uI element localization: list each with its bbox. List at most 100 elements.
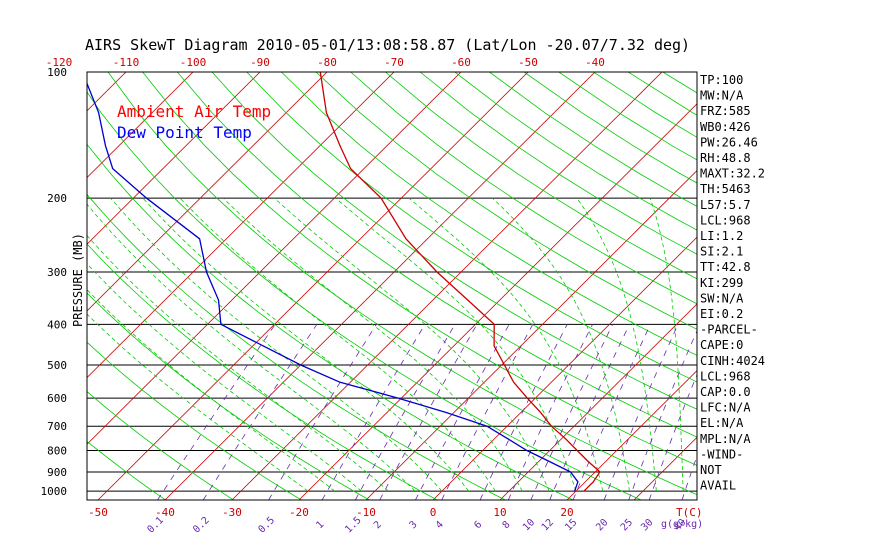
top-temp-tick-label: -100 [180,56,207,69]
pressure-tick-label: 500 [47,359,67,372]
mixing-ratio-tick-label: 0.5 [257,515,278,536]
index-label: -PARCEL- [700,323,758,337]
mixing-ratio-tick-label: 30 [639,517,655,533]
isotherm-line [566,370,697,500]
isotherm-line [164,72,596,500]
isotherm-line [87,72,328,312]
moist-adiabat-line [335,197,577,492]
dry-adiabat-line [385,72,697,280]
mixing-ratio-tick-label: 25 [619,517,635,533]
pressure-tick-label: 100 [47,66,67,79]
moist-adiabat-line [222,197,523,492]
mixing-ratio-tick-label: 20 [594,517,610,533]
index-label: TP:100 [700,73,743,87]
index-label: LCL:968 [700,213,751,227]
dry-adiabat-line [87,440,166,500]
index-label: KI:299 [700,276,743,290]
dry-adiabat-line [419,72,697,255]
mixing-ratio-tick-label: 6 [472,519,484,531]
pressure-tick-label: 700 [47,420,67,433]
top-temp-tick-label: -40 [585,56,605,69]
pressure-tick-label: 600 [47,392,67,405]
dry-adiabat-line [176,72,697,438]
mixing-ratio-line [479,324,568,500]
chart-title: AIRS SkewT Diagram 2010-05-01/13:08:58.8… [85,36,690,54]
bottom-temp-tick-label: 0 [430,506,437,519]
index-label: -WIND- [700,447,743,461]
dry-adiabat-line [142,72,697,466]
index-label: EI:0.2 [700,307,743,321]
pressure-tick-label: 400 [47,318,67,331]
mixing-ratio-tick-label: 3 [408,519,420,531]
dry-adiabat-line [281,72,697,356]
moist-adiabat-line [87,289,335,492]
pressure-tick-label: 1000 [41,485,68,498]
top-temp-tick-label: -50 [518,56,538,69]
moist-adiabat-line [110,197,443,492]
dry-adiabat-line [315,72,697,330]
moist-adiabat-line [87,234,389,492]
dry-adiabat-line [350,72,697,305]
bottom-unit-label: T(C) [676,506,703,519]
isotherm-line [87,72,194,179]
dry-adiabat-line [87,341,302,500]
top-temp-tick-label: -110 [113,56,140,69]
bottom-temp-tick-label: 10 [493,506,506,519]
mixing-ratio-tick-label: 2 [372,519,384,531]
top-temp-tick-label: -90 [250,56,270,69]
moist-adiabat-line [179,197,496,492]
isotherm-line [499,303,697,500]
mixing-ratio-tick-label: 10 [521,517,537,533]
mixing-ratio-line [321,324,426,500]
index-label: L57:5.7 [700,198,751,212]
mixing-ratio-tick-label: 12 [540,517,556,533]
plot-frame [86,71,698,501]
bottom-temp-tick-label: -10 [356,506,376,519]
mixing-ratio-line [157,324,276,500]
index-label: MW:N/A [700,89,744,103]
mixing-ratio-line [354,324,456,500]
isotherm-line [835,72,870,500]
moist-adiabat-line [87,313,309,492]
moist-adiabat-line [649,198,684,492]
index-label: RH:48.8 [700,151,751,165]
dry-adiabat-line [107,72,697,496]
index-label: MAXT:32.2 [700,167,765,181]
mixing-ratio-tick-label: 1 [314,519,326,531]
index-label: FRZ:585 [700,104,751,118]
mixing-ratio-line [379,324,478,500]
isotherm-line [87,72,462,445]
mixing-ratio-tick-label: 4 [434,519,446,531]
dry-adiabat-line [489,72,697,207]
isotherm-line [432,236,697,500]
moist-adiabat-line [142,197,470,492]
bottom-temp-tick-label: -50 [88,506,108,519]
mixing-ratio-tick-label: 8 [501,519,513,531]
isotherm-line [87,72,261,245]
index-label: MPL:N/A [700,432,751,446]
bottom-temp-tick-label: -30 [222,506,242,519]
pressure-tick-label: 900 [47,466,67,479]
dry-adiabat-line [87,91,642,500]
top-temp-tick-label: -70 [384,56,404,69]
index-label: LCL:968 [700,369,751,383]
isotherm-line [231,72,663,500]
pressure-tick-label: 800 [47,445,67,458]
mixing-ratio-tick-label: 15 [563,517,579,533]
dry-adiabat-line [87,243,438,500]
top-temp-tick-label: -60 [451,56,471,69]
isotherm-line [87,72,127,112]
mixing-ratio-line [507,324,593,500]
isotherm-line [87,72,395,379]
index-label: NOT [700,463,722,477]
index-label: LI:1.2 [700,229,743,243]
mixing-ratio-line [202,324,318,500]
dry-adiabat-line [246,72,697,383]
mixing-ratio-line [530,324,614,500]
isotherm-line [298,103,697,500]
index-label: PW:26.46 [700,135,758,149]
moist-adiabat-line [576,197,657,492]
bottom-temp-tick-label: 20 [560,506,573,519]
isotherm-line [0,72,59,500]
mixing-ratio-tick-label: 0.2 [191,515,212,536]
